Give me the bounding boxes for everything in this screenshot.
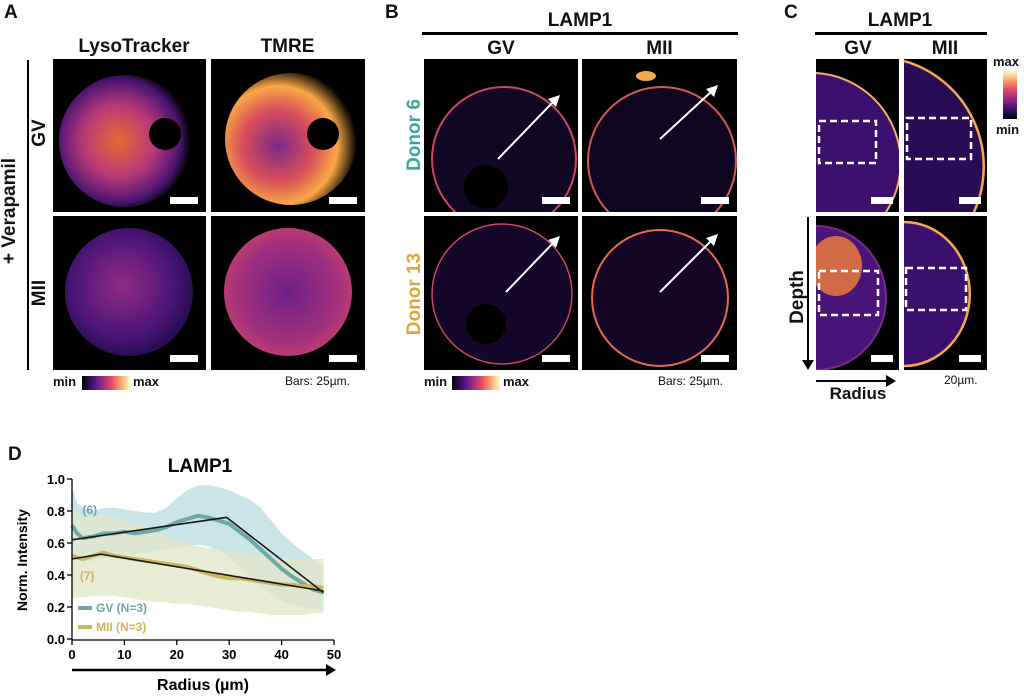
line-chart: LAMP1 Norm. Intensity Radius (µm) 0.0 0.2… xyxy=(14,456,341,694)
y-tick-label: 0.8 xyxy=(47,504,65,519)
panel-a-group-bracket xyxy=(27,60,29,370)
y-tick-label: 0.2 xyxy=(47,600,65,615)
panel-b-image-mii-donor13 xyxy=(582,216,737,370)
donor13-label: Donor 13 xyxy=(404,252,425,336)
mean-line-0 xyxy=(70,513,325,595)
panel-c-depth-label: Depth xyxy=(787,270,808,324)
panel-a-row-gv: GV xyxy=(29,119,50,147)
y-axis-label: Norm. Intensity xyxy=(14,509,30,611)
panel-c-letter: C xyxy=(784,2,798,23)
scale-bar xyxy=(542,355,570,362)
x-tick-label: 20 xyxy=(170,647,184,662)
panel-d-letter: D xyxy=(8,444,22,465)
panel-b-colorbar-min: min xyxy=(424,374,448,389)
panel-b-row-donor13: Donor 13 xyxy=(404,244,426,344)
sample-count-annotation: (6) xyxy=(82,503,97,517)
panel-c-scale-note: 20µm. xyxy=(944,373,978,387)
chart-title: LAMP1 xyxy=(168,456,233,477)
scale-bar xyxy=(959,197,981,204)
panel-b-col-gv: GV xyxy=(487,38,515,59)
panel-c-radius-label: Radius xyxy=(829,384,887,403)
scale-bar xyxy=(329,355,357,362)
panel-c-col-mii: MII xyxy=(931,38,959,59)
scale-bar xyxy=(329,197,357,204)
panel-a-col-lysotracker: LysoTracker xyxy=(78,36,190,57)
panel-c-title-rule xyxy=(815,32,987,35)
scale-bar xyxy=(871,355,893,362)
radius-arrow-icon xyxy=(326,664,336,676)
panel-c-image-mii-bottom xyxy=(904,216,987,370)
sample-count-annotation: (7) xyxy=(80,569,95,583)
y-tick-label: 0.6 xyxy=(47,536,65,551)
x-tick-label: 10 xyxy=(117,647,131,662)
legend-label-1: MII (N=3) xyxy=(96,620,146,634)
panel-a-image-lysotracker-gv xyxy=(53,59,206,212)
scale-bar xyxy=(542,197,570,204)
panel-b-scale-note: Bars: 25µm. xyxy=(658,374,723,388)
panel-c-colorbar xyxy=(1003,71,1017,119)
x-tick-label: 30 xyxy=(222,647,236,662)
panel-b-title-rule xyxy=(422,32,738,35)
panel-b-colorbar-max: max xyxy=(503,374,530,389)
depth-arrow-shaft xyxy=(807,217,809,362)
panel-a-image-tmre-gv xyxy=(211,59,365,212)
panel-c-colorbar-max: max xyxy=(993,54,1020,69)
panel-c-image-mii-top xyxy=(904,59,987,212)
scale-bar xyxy=(701,355,729,362)
x-tick-label: 50 xyxy=(327,647,341,662)
y-tick-label: 0.0 xyxy=(47,632,65,647)
panel-a-image-lysotracker-mii xyxy=(53,216,206,370)
fit-line-0 xyxy=(71,516,325,594)
panel-b-col-mii: MII xyxy=(646,38,673,59)
donor6-label: Donor 6 xyxy=(404,99,425,171)
panel-b-image-gv-donor13 xyxy=(424,216,578,370)
y-tick-label: 1.0 xyxy=(47,472,65,487)
panel-b-image-gv-donor6 xyxy=(424,59,578,212)
fit-line-1 xyxy=(71,553,324,592)
panel-b-colorbar xyxy=(452,376,500,390)
x-axis-label: Radius (µm) xyxy=(157,677,249,694)
panel-c-col-gv: GV xyxy=(844,38,872,59)
legend-label-0: GV (N=3) xyxy=(96,601,147,615)
scale-bar xyxy=(701,197,729,204)
scale-bar xyxy=(959,355,981,362)
panel-a-group-label: + Verapamil xyxy=(0,157,20,265)
panel-a-colorbar xyxy=(82,376,130,390)
panel-a-row-mii: MII xyxy=(29,279,50,307)
panel-c-colorbar-min: min xyxy=(996,122,1020,137)
x-tick-label: 0 xyxy=(68,647,75,662)
panel-a-colorbar-min: min xyxy=(53,374,77,389)
panel-b-letter: B xyxy=(385,2,399,23)
scale-bar xyxy=(871,197,893,204)
panel-a-colorbar-max: max xyxy=(133,374,160,389)
y-tick-label: 0.4 xyxy=(47,568,66,583)
panel-c-image-gv-top xyxy=(816,59,899,212)
panel-c-image-gv-bottom xyxy=(816,216,899,370)
panel-c-title: LAMP1 xyxy=(867,10,933,31)
panel-a-col-tmre: TMRE xyxy=(260,36,315,57)
panel-b-image-mii-donor6 xyxy=(582,59,737,212)
x-tick-label: 40 xyxy=(274,647,288,662)
panel-a-scale-note: Bars: 25µm. xyxy=(285,374,350,388)
scale-bar xyxy=(170,355,198,362)
panel-a-letter: A xyxy=(4,2,18,23)
radius-arrow-shaft xyxy=(816,380,888,382)
panel-b-title: LAMP1 xyxy=(547,10,613,31)
panel-a-image-tmre-mii xyxy=(211,216,365,370)
depth-arrow-icon xyxy=(802,360,814,370)
panel-b-row-donor6: Donor 6 xyxy=(404,90,426,180)
scale-bar xyxy=(170,197,198,204)
panel-d-chart: LAMP1 Norm. Intensity Radius (µm) 0.0 0.2… xyxy=(0,440,360,694)
radius-arrow-icon xyxy=(886,375,896,387)
